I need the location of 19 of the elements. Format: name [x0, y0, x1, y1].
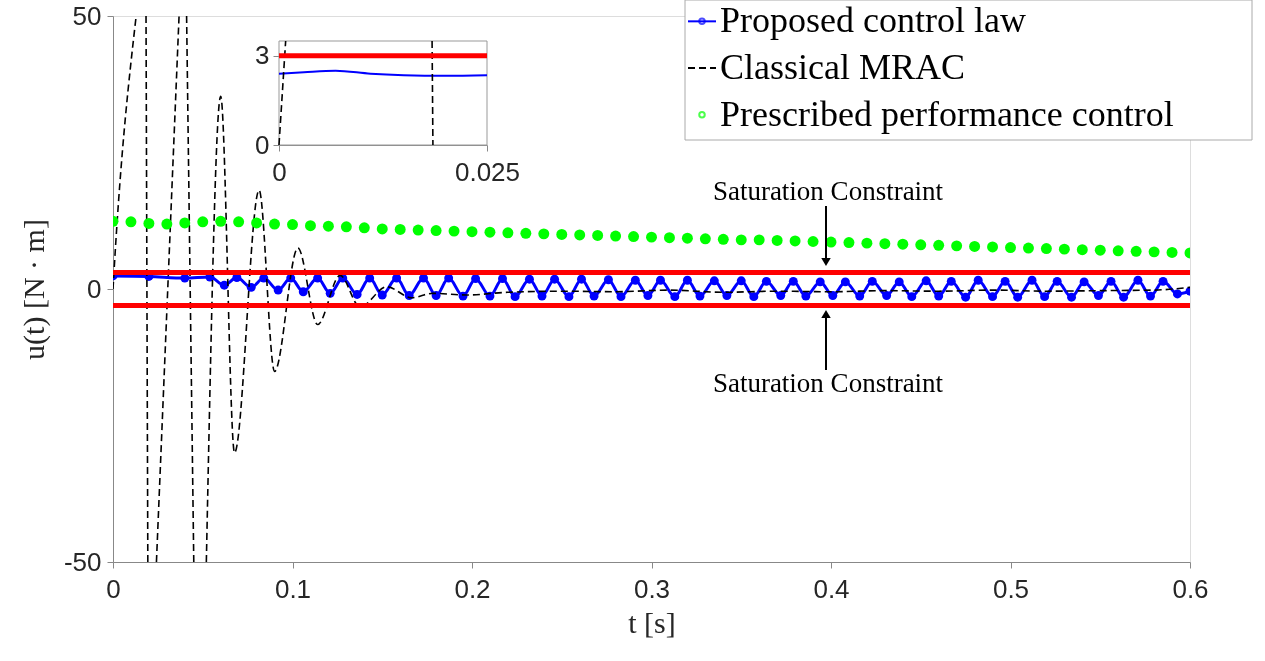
x-tick-label: 0.4	[813, 573, 850, 604]
x-tick-label: 0.1	[274, 573, 312, 604]
legend-label: Proposed control law	[720, 0, 1026, 41]
x-tick-label: 0.025	[454, 156, 521, 187]
x-tick-label: 0	[106, 573, 121, 604]
y-tick-label: 0	[87, 273, 102, 304]
ref-line-label: Saturation Constraint	[712, 368, 944, 398]
x-axis-title: t [s]	[628, 605, 676, 639]
y-tick-label: 3	[255, 40, 270, 71]
y-tick-label: 50	[72, 0, 102, 31]
legend-label: Prescribed performance control	[720, 93, 1174, 134]
x-tick-label: 0.3	[633, 573, 671, 604]
ref-line-label: Saturation Constraint	[712, 176, 944, 206]
legend-label: Classical MRAC	[720, 47, 966, 87]
x-tick-label: 0.6	[1172, 573, 1209, 604]
x-tick-label: 0.5	[992, 573, 1030, 604]
y-tick-label: -50	[63, 546, 102, 577]
x-tick-label: 0.2	[454, 573, 491, 604]
y-axis-title: u(t) [N · m]	[16, 219, 51, 360]
